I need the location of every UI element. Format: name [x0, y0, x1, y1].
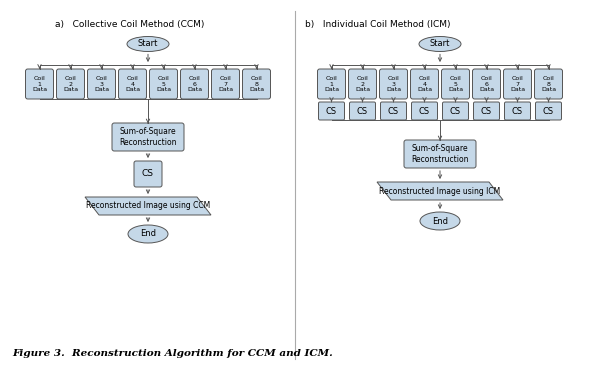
Text: CS: CS: [419, 107, 430, 115]
FancyBboxPatch shape: [211, 69, 240, 99]
FancyBboxPatch shape: [536, 102, 562, 120]
Text: Figure 3.  Reconstruction Algorithm for CCM and ICM.: Figure 3. Reconstruction Algorithm for C…: [12, 348, 333, 358]
FancyBboxPatch shape: [317, 69, 346, 99]
Polygon shape: [85, 197, 211, 215]
Text: Start: Start: [138, 39, 158, 48]
Ellipse shape: [128, 225, 168, 243]
FancyBboxPatch shape: [349, 102, 375, 120]
Text: CS: CS: [512, 107, 523, 115]
Text: End: End: [140, 230, 156, 238]
Text: Coil
2
Data: Coil 2 Data: [355, 76, 370, 92]
Text: Coil
6
Data: Coil 6 Data: [187, 76, 202, 92]
Text: CS: CS: [388, 107, 399, 115]
Text: Start: Start: [430, 39, 450, 48]
Ellipse shape: [419, 37, 461, 52]
Ellipse shape: [127, 37, 169, 52]
Text: CS: CS: [543, 107, 554, 115]
Text: Coil
7
Data: Coil 7 Data: [218, 76, 233, 92]
FancyBboxPatch shape: [411, 69, 438, 99]
FancyBboxPatch shape: [503, 69, 532, 99]
FancyBboxPatch shape: [442, 102, 468, 120]
FancyBboxPatch shape: [349, 69, 376, 99]
FancyBboxPatch shape: [441, 69, 470, 99]
FancyBboxPatch shape: [474, 102, 500, 120]
FancyBboxPatch shape: [473, 69, 500, 99]
FancyBboxPatch shape: [404, 140, 476, 168]
FancyBboxPatch shape: [319, 102, 345, 120]
Text: Coil
1
Data: Coil 1 Data: [32, 76, 47, 92]
FancyBboxPatch shape: [87, 69, 116, 99]
Text: Coil
5
Data: Coil 5 Data: [448, 76, 463, 92]
Text: Coil
6
Data: Coil 6 Data: [479, 76, 494, 92]
Text: Coil
3
Data: Coil 3 Data: [94, 76, 109, 92]
FancyBboxPatch shape: [57, 69, 84, 99]
Text: Coil
7
Data: Coil 7 Data: [510, 76, 525, 92]
Text: b)   Individual Coil Method (ICM): b) Individual Coil Method (ICM): [305, 20, 451, 28]
Text: Coil
4
Data: Coil 4 Data: [125, 76, 140, 92]
Text: Coil
5
Data: Coil 5 Data: [156, 76, 171, 92]
FancyBboxPatch shape: [379, 69, 408, 99]
Polygon shape: [377, 182, 503, 200]
FancyBboxPatch shape: [119, 69, 146, 99]
Text: CS: CS: [142, 169, 154, 179]
FancyBboxPatch shape: [149, 69, 178, 99]
FancyBboxPatch shape: [112, 123, 184, 151]
Text: Coil
1
Data: Coil 1 Data: [324, 76, 339, 92]
FancyBboxPatch shape: [535, 69, 562, 99]
FancyBboxPatch shape: [181, 69, 208, 99]
Text: Sum-of-Square
Reconstruction: Sum-of-Square Reconstruction: [119, 127, 177, 147]
Text: Reconstructed Image using ICM: Reconstructed Image using ICM: [379, 186, 501, 196]
Text: a)   Collective Coil Method (CCM): a) Collective Coil Method (CCM): [55, 20, 204, 28]
FancyBboxPatch shape: [134, 161, 162, 187]
Text: Coil
2
Data: Coil 2 Data: [63, 76, 78, 92]
Text: CS: CS: [326, 107, 337, 115]
FancyBboxPatch shape: [242, 69, 270, 99]
FancyBboxPatch shape: [504, 102, 530, 120]
FancyBboxPatch shape: [381, 102, 407, 120]
FancyBboxPatch shape: [25, 69, 54, 99]
Text: End: End: [432, 217, 448, 225]
Text: Coil
8
Data: Coil 8 Data: [249, 76, 264, 92]
Text: CS: CS: [450, 107, 461, 115]
Text: CS: CS: [481, 107, 492, 115]
Text: Coil
3
Data: Coil 3 Data: [386, 76, 401, 92]
FancyBboxPatch shape: [411, 102, 438, 120]
Text: Sum-of-Square
Reconstruction: Sum-of-Square Reconstruction: [411, 144, 468, 164]
Text: Coil
4
Data: Coil 4 Data: [417, 76, 432, 92]
Text: Coil
8
Data: Coil 8 Data: [541, 76, 556, 92]
Ellipse shape: [420, 212, 460, 230]
Text: CS: CS: [357, 107, 368, 115]
Text: Reconstructed Image using CCM: Reconstructed Image using CCM: [86, 201, 210, 210]
